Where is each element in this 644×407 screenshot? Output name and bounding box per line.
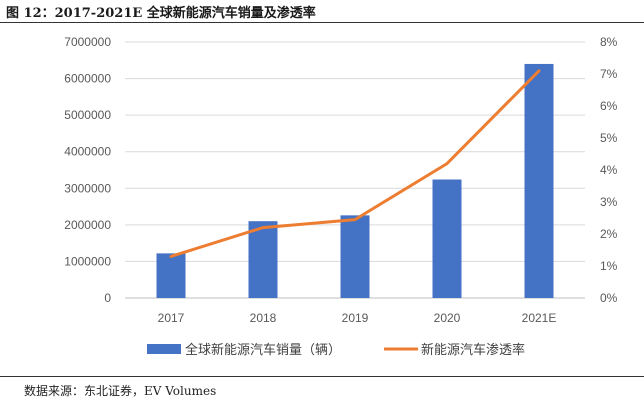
y-left-tick-label: 3000000 (64, 181, 111, 195)
y-right-tick-label: 3% (600, 195, 618, 209)
bar-2019 (340, 215, 370, 298)
y-right-tick-label: 7% (600, 67, 618, 81)
source-note: 数据来源：东北证券，EV Volumes (24, 384, 217, 398)
y-right-tick-label: 4% (600, 163, 618, 177)
bar-2021E (524, 63, 554, 298)
bar-2017 (156, 253, 186, 298)
x-tick-label: 2019 (342, 311, 369, 325)
y-right-tick-label: 0% (600, 291, 618, 305)
x-axis: 2017 2018 2019 2020 2021E (158, 311, 557, 325)
top-rule (0, 22, 644, 23)
legend-bar-swatch (147, 344, 181, 354)
bottom-rule (0, 376, 644, 377)
y-right-tick-label: 1% (600, 259, 618, 273)
legend-bar-label: 全球新能源汽车销量（辆） (185, 342, 341, 358)
y-right-tick-label: 5% (600, 131, 618, 145)
x-tick-label: 2018 (250, 311, 277, 325)
y-left-tick-label: 2000000 (64, 218, 111, 232)
bar-series (156, 63, 554, 298)
y-left-tick-label: 6000000 (64, 72, 111, 86)
legend-line-label: 新能源汽车渗透率 (421, 342, 525, 358)
y-right-tick-label: 8% (600, 35, 618, 49)
y-left-tick-label: 4000000 (64, 145, 111, 159)
x-tick-label: 2017 (158, 311, 185, 325)
y-left-tick-label: 1000000 (64, 254, 111, 268)
legend: 全球新能源汽车销量（辆） 新能源汽车渗透率 (147, 342, 525, 358)
y-left-tick-label: 5000000 (64, 108, 111, 122)
line-series (169, 69, 541, 258)
chart: 0 1000000 2000000 3000000 4000000 5000000 6000… (64, 35, 618, 358)
y-left-tick-label: 7000000 (64, 35, 111, 49)
y-axis-left: 0 1000000 2000000 3000000 4000000 5000000 6000… (64, 35, 111, 305)
y-axis-right: 0% 1% 2% 3% 4% 5% 6% 7% 8% (600, 35, 618, 305)
bar-2018 (248, 221, 278, 298)
x-tick-label: 2021E (522, 311, 557, 325)
figure-title: 图 12：2017-2021E 全球新能源汽车销量及渗透率 (6, 6, 316, 21)
y-left-tick-label: 0 (104, 291, 111, 305)
x-tick-label: 2020 (434, 311, 461, 325)
y-right-tick-label: 6% (600, 99, 618, 113)
bar-2020 (432, 179, 462, 298)
y-right-tick-label: 2% (600, 227, 618, 241)
